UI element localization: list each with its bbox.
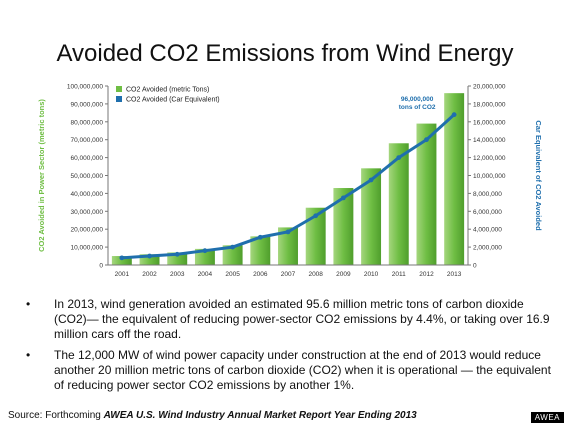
x-tick-label: 2005: [225, 271, 240, 278]
left-tick-label: 40,000,000: [70, 191, 103, 198]
x-tick-label: 2004: [198, 271, 213, 278]
car-equivalent-point-2011: [396, 155, 402, 161]
left-axis-title: CO2 Avoided in Power Sector (metric tons…: [37, 99, 46, 252]
left-tick-label: 60,000,000: [70, 155, 103, 162]
bar-2011: [388, 143, 409, 265]
left-tick-label: 100,000,000: [67, 84, 104, 91]
x-tick-label: 2002: [142, 271, 157, 278]
car-equivalent-point-2010: [368, 177, 374, 183]
legend-swatch-bars: [116, 86, 122, 92]
right-tick-label: 10,000,000: [473, 173, 506, 180]
bar-2009: [333, 188, 354, 265]
chart-title: Avoided CO2 Emissions from Wind Energy: [56, 40, 514, 67]
car-equivalent-point-2005: [230, 244, 236, 250]
legend-label-bars: CO2 Avoided (metric Tons): [126, 87, 209, 94]
right-tick-label: 0: [473, 263, 477, 270]
bar-2007: [278, 227, 298, 265]
x-tick-label: 2013: [447, 271, 462, 278]
right-tick-label: 18,000,000: [473, 101, 506, 108]
x-tick-label: 2007: [281, 271, 296, 278]
bar-2008: [305, 207, 326, 265]
bullet-text: The 12,000 MW of wind power capacity und…: [54, 348, 551, 392]
bar-2010: [361, 168, 382, 265]
right-tick-label: 14,000,000: [473, 137, 506, 144]
bullet-dot: •: [26, 348, 31, 362]
left-tick-label: 0: [99, 263, 103, 270]
right-tick-label: 8,000,000: [473, 191, 502, 198]
bullet-text: In 2013, wind generation avoided an esti…: [54, 297, 550, 341]
x-tick-label: 2001: [115, 271, 130, 278]
bar-2001: [111, 256, 132, 265]
x-tick-label: 2003: [170, 271, 185, 278]
bar-2004: [194, 248, 215, 265]
watermark: AWEA: [530, 412, 564, 423]
car-equivalent-point-2007: [285, 229, 291, 235]
right-tick-label: 20,000,000: [473, 84, 506, 91]
left-tick-label: 70,000,000: [70, 137, 103, 144]
source-note: Source: Forthcoming AWEA U.S. Wind Indus…: [8, 410, 417, 421]
car-equivalent-point-2013: [451, 112, 457, 118]
chart: 0 10,000,000 20,000,000 30,000,000 40,000,00…: [37, 84, 543, 279]
bar-2005: [222, 245, 243, 265]
right-tick-label: 6,000,000: [473, 209, 502, 216]
annotation-value: 96,000,000: [401, 96, 434, 103]
car-equivalent-point-2009: [340, 195, 346, 201]
right-axis-title: Car Equivalent of CO2 Avoided: [534, 120, 543, 231]
x-tick-label: 2011: [392, 271, 406, 278]
legend-swatch-line: [116, 96, 122, 102]
left-tick-label: 30,000,000: [70, 209, 103, 216]
car-equivalent-point-2004: [202, 248, 208, 254]
source-title: AWEA U.S. Wind Industry Annual Market Re…: [103, 410, 417, 421]
bar-2002: [139, 254, 160, 265]
car-equivalent-point-2003: [174, 251, 180, 257]
annotation-unit: tons of CO2: [399, 104, 436, 111]
left-tick-label: 50,000,000: [70, 173, 103, 180]
car-equivalent-point-2006: [257, 234, 263, 240]
x-tick-label: 2008: [308, 271, 323, 278]
car-equivalent-point-2008: [313, 213, 319, 219]
bullet-2: • The 12,000 MW of wind power capacity u…: [26, 348, 556, 393]
car-equivalent-point-2001: [119, 255, 125, 261]
right-tick-label: 16,000,000: [473, 119, 506, 126]
x-tick-label: 2012: [419, 271, 434, 278]
car-equivalent-point-2012: [424, 137, 429, 143]
bar-2013: [444, 93, 465, 265]
x-tick-label: 2010: [364, 271, 379, 278]
left-tick-label: 20,000,000: [70, 227, 103, 234]
right-tick-label: 4,000,000: [473, 227, 502, 234]
bullet-1: • In 2013, wind generation avoided an es…: [26, 297, 556, 342]
car-equivalent-point-2002: [147, 253, 152, 259]
right-tick-label: 12,000,000: [473, 155, 506, 162]
left-tick-label: 10,000,000: [70, 245, 103, 252]
bar-2012: [416, 123, 437, 265]
x-tick-label: 2009: [336, 271, 351, 278]
left-tick-label: 80,000,000: [70, 119, 103, 126]
bar-2006: [250, 236, 271, 265]
bullet-dot: •: [26, 297, 31, 311]
right-tick-label: 2,000,000: [473, 245, 502, 252]
x-tick-label: 2006: [253, 271, 268, 278]
legend-label-line: CO2 Avoided (Car Equivalent): [126, 97, 220, 104]
source-prefix: Source: Forthcoming: [8, 410, 104, 421]
left-tick-label: 90,000,000: [70, 101, 103, 108]
